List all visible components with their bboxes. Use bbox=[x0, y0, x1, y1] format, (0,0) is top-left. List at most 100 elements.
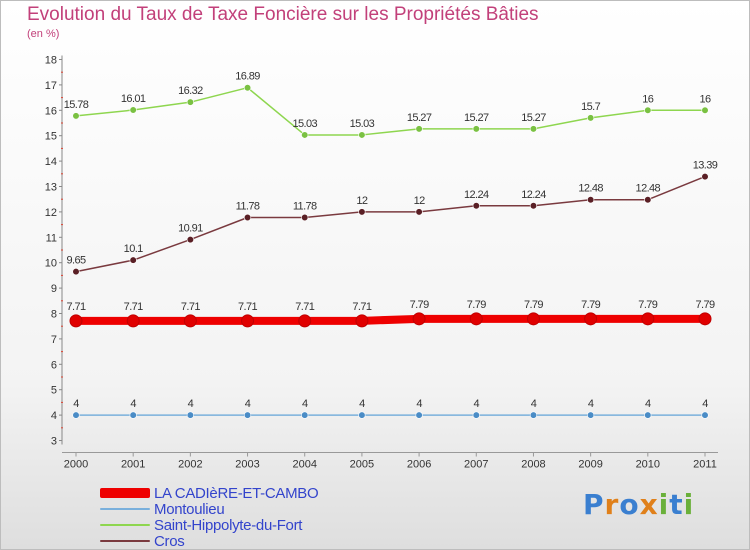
data-point bbox=[69, 314, 83, 328]
data-point bbox=[72, 411, 80, 419]
data-label: 15.03 bbox=[292, 118, 317, 130]
data-label: 4 bbox=[188, 398, 194, 410]
x-tick-label: 2003 bbox=[235, 459, 259, 471]
data-point bbox=[587, 196, 595, 204]
y-tick-label: 7 bbox=[51, 334, 57, 346]
x-tick-label: 2008 bbox=[521, 459, 545, 471]
data-point bbox=[472, 125, 480, 133]
data-label: 16 bbox=[642, 93, 654, 105]
data-label: 7.79 bbox=[410, 299, 429, 311]
logo-letter: i bbox=[658, 488, 670, 521]
data-label: 4 bbox=[73, 398, 79, 410]
data-point bbox=[584, 312, 598, 326]
proxiti-logo: Proxiti bbox=[583, 488, 694, 521]
y-tick-label: 11 bbox=[46, 232, 57, 244]
data-point bbox=[526, 312, 540, 326]
data-point bbox=[472, 411, 480, 419]
data-point bbox=[129, 411, 137, 419]
data-label: 11.78 bbox=[293, 200, 317, 212]
data-label: 15.27 bbox=[407, 112, 432, 124]
data-point bbox=[472, 202, 480, 210]
series-line bbox=[75, 86, 706, 136]
logo-letter: r bbox=[604, 488, 620, 521]
legend-item[interactable]: LA CADIèRE-ET-CAMBO bbox=[100, 484, 319, 502]
y-tick-label: 13 bbox=[45, 182, 57, 194]
data-label: 12 bbox=[356, 195, 368, 207]
y-unit-label: (en %) bbox=[27, 28, 60, 40]
data-label: 12.48 bbox=[578, 183, 603, 195]
data-label: 7.79 bbox=[524, 299, 543, 311]
data-label: 7.79 bbox=[638, 299, 657, 311]
logo-letter: i bbox=[683, 488, 695, 521]
logo-letter: P bbox=[583, 488, 605, 521]
x-tick-label: 2007 bbox=[464, 459, 488, 471]
data-point bbox=[415, 125, 423, 133]
data-label: 12 bbox=[414, 195, 426, 207]
data-label: 10.1 bbox=[124, 243, 143, 255]
data-label: 7.71 bbox=[352, 301, 371, 313]
data-label: 4 bbox=[531, 398, 537, 410]
data-point bbox=[241, 314, 255, 328]
data-point bbox=[698, 312, 712, 326]
logo-letter: x bbox=[639, 488, 659, 521]
data-label: 11.78 bbox=[236, 200, 260, 212]
data-label: 15.7 bbox=[581, 101, 600, 113]
x-tick-label: 2005 bbox=[350, 459, 374, 471]
data-point bbox=[644, 411, 652, 419]
legend-swatch-la-cadiere bbox=[100, 488, 150, 498]
data-point bbox=[243, 213, 252, 222]
x-tick-label: 2004 bbox=[292, 459, 316, 471]
data-label: 4 bbox=[416, 398, 422, 410]
data-label: 4 bbox=[302, 398, 308, 410]
x-tick-label: 2001 bbox=[121, 459, 145, 471]
data-point bbox=[529, 411, 538, 419]
legend-label: Saint-Hippolyte-du-Fort bbox=[154, 516, 303, 534]
data-point bbox=[587, 411, 595, 419]
legend-label: LA CADIèRE-ET-CAMBO bbox=[154, 484, 319, 502]
logo-letter: o bbox=[619, 488, 640, 521]
y-tick-label: 15 bbox=[45, 131, 57, 143]
data-label: 9.65 bbox=[66, 255, 85, 267]
logo-letter: t bbox=[669, 488, 684, 521]
data-label: 16.89 bbox=[235, 71, 260, 83]
data-point bbox=[186, 411, 194, 419]
data-point bbox=[358, 208, 366, 216]
x-tick-label: 2002 bbox=[178, 459, 202, 471]
chart-title: Evolution du Taux de Taxe Foncière sur l… bbox=[27, 4, 539, 25]
data-label: 7.71 bbox=[238, 301, 257, 313]
data-label: 4 bbox=[645, 398, 651, 410]
data-point bbox=[529, 125, 538, 133]
data-point bbox=[415, 411, 423, 419]
x-tick-label: 2010 bbox=[636, 459, 660, 471]
y-tick-label: 16 bbox=[45, 105, 57, 117]
legend-item[interactable]: Cros bbox=[100, 532, 318, 550]
data-point bbox=[243, 84, 252, 92]
y-tick-label: 10 bbox=[45, 258, 57, 270]
data-label: 15.78 bbox=[64, 99, 89, 111]
y-tick-label: 6 bbox=[51, 359, 57, 371]
data-label: 15.27 bbox=[521, 112, 546, 124]
legend: LA CADIèRE-ET-CAMBO Montoulieu Saint-Hip… bbox=[100, 484, 319, 550]
data-label: 10.91 bbox=[178, 223, 203, 235]
legend-item[interactable]: Saint-Hippolyte-du-Fort bbox=[100, 516, 318, 534]
data-point bbox=[301, 411, 309, 419]
data-label: 4 bbox=[588, 398, 594, 410]
data-label: 12.24 bbox=[464, 189, 489, 201]
data-label: 7.79 bbox=[581, 299, 600, 311]
data-point bbox=[412, 312, 426, 326]
y-tick-label: 12 bbox=[45, 207, 57, 219]
legend-label: Cros bbox=[154, 532, 185, 550]
data-point bbox=[243, 411, 252, 419]
data-label: 15.27 bbox=[464, 112, 489, 124]
data-point bbox=[644, 196, 652, 204]
data-label: 13.39 bbox=[693, 160, 718, 172]
data-label: 16.01 bbox=[121, 93, 146, 105]
data-point bbox=[129, 106, 137, 114]
data-point bbox=[415, 208, 423, 216]
legend-label: Montoulieu bbox=[154, 500, 225, 518]
legend-item[interactable]: Montoulieu bbox=[100, 500, 318, 518]
data-label: 4 bbox=[245, 398, 251, 410]
data-point bbox=[644, 106, 652, 114]
